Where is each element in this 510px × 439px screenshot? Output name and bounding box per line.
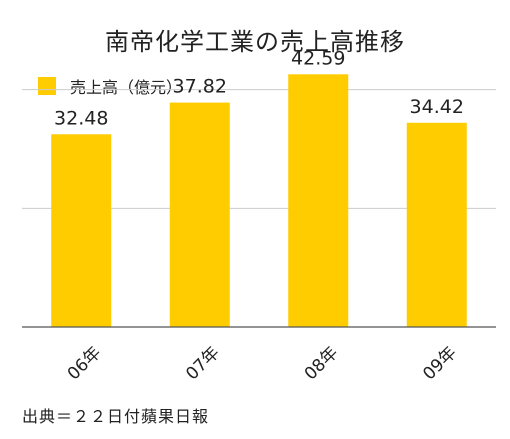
x-tick-label: 07年 <box>182 343 223 384</box>
data-label: 42.59 <box>291 47 345 69</box>
legend: 売上高（億元） <box>38 74 182 98</box>
chart-title: 南帝化学工業の売上高推移 <box>105 28 405 56</box>
legend-label: 売上高（億元） <box>70 78 183 97</box>
data-label: 32.48 <box>54 107 108 129</box>
bar <box>288 74 349 327</box>
x-tick-label: 09年 <box>419 343 460 384</box>
bar <box>51 134 112 327</box>
bar <box>169 102 230 327</box>
source-note: 出典＝２２日付蘋果日報 <box>22 407 210 426</box>
bar <box>406 122 467 328</box>
data-label: 37.82 <box>173 76 227 98</box>
data-label: 34.42 <box>410 96 464 118</box>
legend-swatch <box>38 77 56 95</box>
x-tick-label: 06年 <box>64 343 105 384</box>
x-tick-label: 08年 <box>301 343 342 384</box>
